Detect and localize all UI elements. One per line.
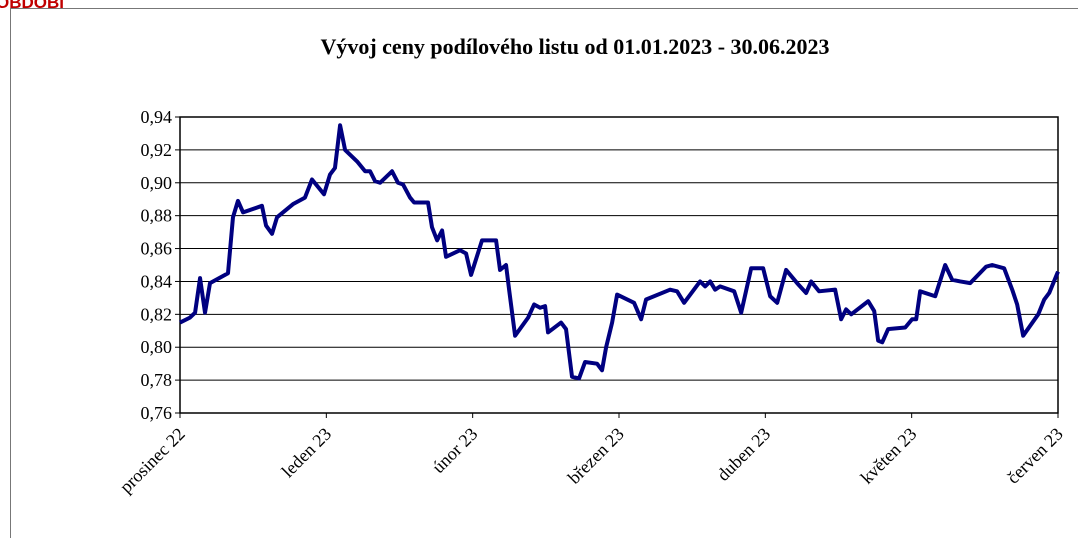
chart-frame [10, 8, 1078, 538]
plot-border [179, 116, 1059, 414]
y-tick-label: 0,76 [141, 403, 173, 423]
y-tick-label: 0,84 [141, 271, 173, 291]
y-tick-label: 0,78 [141, 370, 173, 390]
y-tick-label: 0,88 [141, 206, 173, 226]
chart-title: Vývoj ceny podílového listu od 01.01.202… [320, 34, 829, 59]
y-tick-label: 0,86 [141, 239, 173, 259]
y-tick-label: 0,94 [141, 107, 173, 127]
y-tick-label: 0,82 [141, 304, 173, 324]
y-tick-label: 0,92 [141, 140, 173, 160]
price-line [179, 123, 1060, 381]
y-tick-label: 0,80 [141, 337, 173, 357]
y-tick-label: 0,90 [141, 173, 173, 193]
